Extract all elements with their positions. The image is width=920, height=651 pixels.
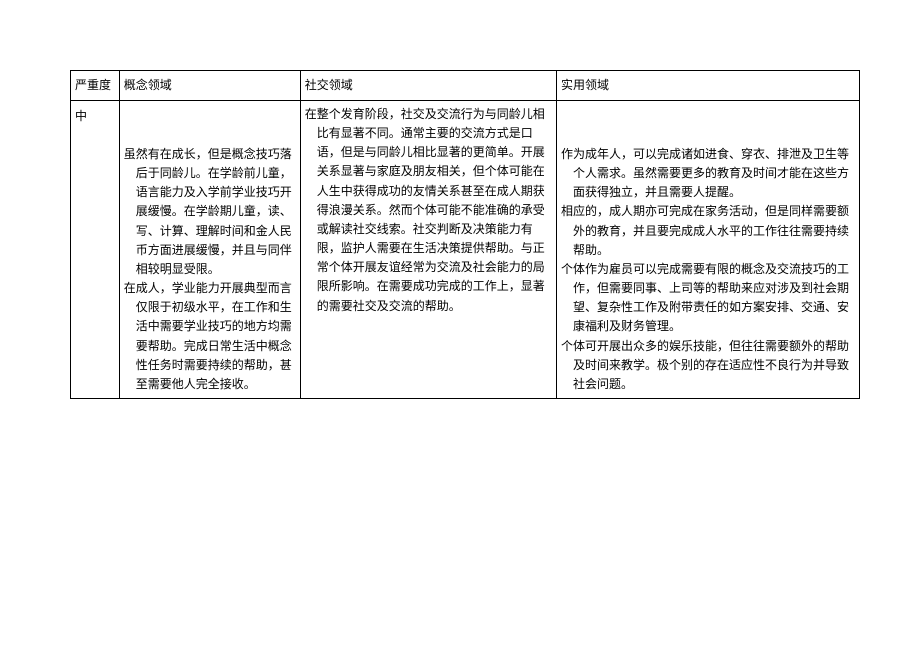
col-header-practical: 实用领域 [556, 71, 859, 101]
table-header-row: 严重度 概念领域 社交领域 实用领域 [71, 71, 860, 101]
col-header-conceptual: 概念领域 [119, 71, 300, 101]
conceptual-p2: 在成人，学业能力开展典型而言仅限于初级水平，在工作和生活中需要学业技巧的地方均需… [124, 279, 296, 394]
cell-severity: 中 [71, 100, 120, 398]
cell-conceptual: 虽然有在成长，但是概念技巧落后于同龄儿。在学龄前儿童，语言能力及入学前学业技巧开… [119, 100, 300, 398]
conceptual-p1: 虽然有在成长，但是概念技巧落后于同龄儿。在学龄前儿童，语言能力及入学前学业技巧开… [124, 145, 296, 279]
table-row: 中 虽然有在成长，但是概念技巧落后于同龄儿。在学龄前儿童，语言能力及入学前学业技… [71, 100, 860, 398]
practical-p3: 个体作为雇员可以完成需要有限的概念及交流技巧的工作，但需要同事、上司等的帮助来应… [561, 260, 855, 337]
practical-p4: 个体可开展出众多的娱乐技能，但往往需要额外的帮助及时间来教学。极个别的存在适应性… [561, 337, 855, 395]
col-header-severity: 严重度 [71, 71, 120, 101]
col-header-social: 社交领域 [300, 71, 556, 101]
social-p1: 在整个发育阶段，社交及交流行为与同龄儿相比有显著不同。通常主要的交流方式是口语，… [305, 105, 552, 316]
practical-p1: 作为成年人，可以完成诸如进食、穿衣、排泄及卫生等个人需求。虽然需要更多的教育及时… [561, 145, 855, 203]
cell-practical: 作为成年人，可以完成诸如进食、穿衣、排泄及卫生等个人需求。虽然需要更多的教育及时… [556, 100, 859, 398]
severity-value: 中 [75, 109, 87, 123]
severity-table: 严重度 概念领域 社交领域 实用领域 中 虽然有在成长，但是概念技巧落后于同龄儿… [70, 70, 860, 399]
practical-p2: 相应的，成人期亦可完成在家务活动，但是同样需要额外的教育，并且要完成成人水平的工… [561, 202, 855, 260]
cell-social: 在整个发育阶段，社交及交流行为与同龄儿相比有显著不同。通常主要的交流方式是口语，… [300, 100, 556, 398]
